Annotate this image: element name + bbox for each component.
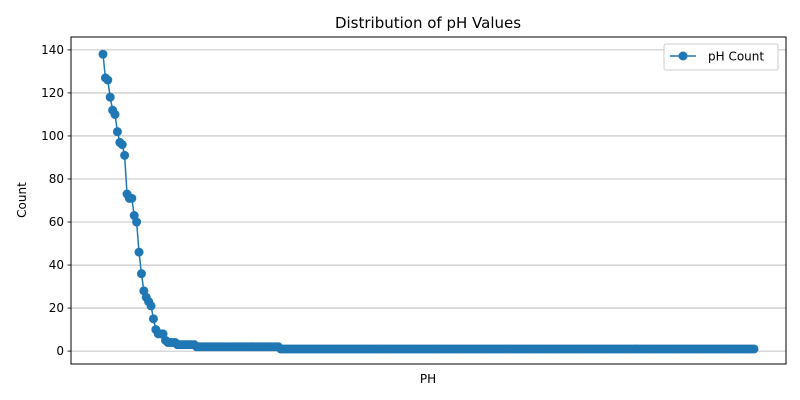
y-tick-label: 40 [49,258,64,272]
y-tick-label: 20 [49,301,64,315]
data-point [127,193,137,203]
data-point [105,92,115,102]
y-tick-label: 60 [49,215,64,229]
x-axis-label: PH [420,372,436,386]
series-layer [98,49,759,354]
chart-title: Distribution of pH Values [335,14,521,32]
y-tick-label: 0 [56,344,64,358]
legend-marker-swatch [678,51,688,61]
y-tick-label: 140 [41,43,64,57]
y-tick-label: 100 [41,129,64,143]
y-axis-label: Count [15,182,29,218]
data-point [749,344,759,354]
data-point [103,75,113,85]
legend: pH Count [663,43,779,71]
plot-frame [70,36,787,365]
data-point [148,314,158,324]
data-point [117,140,127,150]
legend-label: pH Count [708,50,764,64]
y-tick-label: 80 [49,172,64,186]
data-point [112,127,122,137]
gridlines [71,49,786,352]
data-point [134,247,144,257]
data-point [120,150,130,160]
data-point [146,301,156,311]
y-tick-label: 120 [41,86,64,100]
data-point [110,109,120,119]
data-point [136,269,146,279]
legend-box [663,43,779,71]
data-point [132,217,142,227]
y-axis-ticks: 0 20 40 60 80 100 120 140 [41,43,71,358]
data-point [98,49,108,59]
